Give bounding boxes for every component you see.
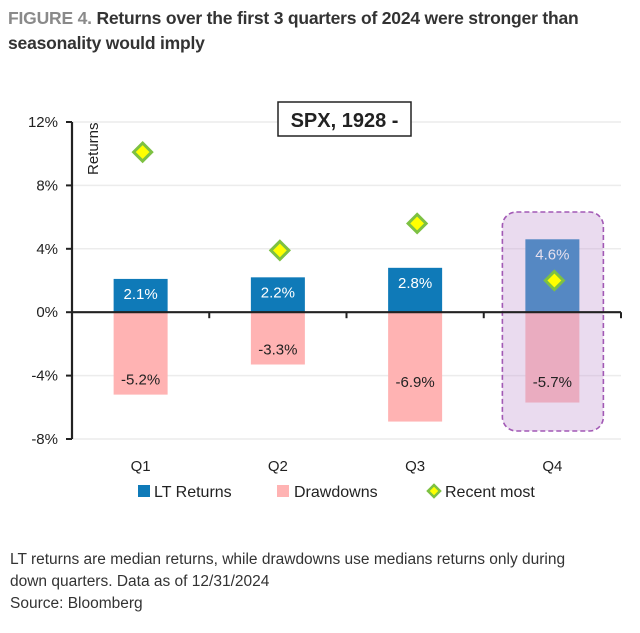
legend-item-drawdowns: Drawdowns (277, 484, 378, 501)
bar-label-lt-returns: 4.6% (535, 246, 569, 263)
bars (113, 239, 580, 422)
highlight-layer (501, 211, 605, 432)
figure-label: FIGURE 4. (8, 8, 92, 28)
chart-notes: LT returns are median returns, while dra… (10, 549, 630, 615)
bar-label-drawdowns: -5.2% (121, 372, 160, 389)
y-tick-label: -8% (31, 431, 58, 448)
bar-lt-returns (250, 277, 305, 313)
bar-drawdowns (250, 312, 305, 365)
y-tick-label: 12% (28, 114, 58, 131)
x-category-label: Q3 (405, 458, 425, 475)
legend-swatch-lt-returns (138, 485, 150, 497)
legend-item-recent-most: Recent most (426, 483, 535, 501)
legend-item-lt-returns: LT Returns (138, 484, 232, 501)
note-line-1: LT returns are median returns, while dra… (10, 551, 566, 568)
chart: 12% 8% 4% 0% -4% -8% Q1 Q2 Q3 Q4 2.1% -5.2% 2.2% -3.… (28, 101, 622, 501)
bar-label-lt-returns: 2.8% (398, 275, 432, 292)
bar-drawdowns (388, 312, 443, 422)
bar-drawdowns (113, 312, 168, 395)
bar-label-drawdowns: -5.7% (533, 374, 572, 391)
bar-drawdowns (525, 312, 580, 403)
x-category-label: Q4 (542, 458, 562, 475)
marker-recent-most (131, 140, 154, 164)
annotation-box: SPX, 1928 - (277, 101, 412, 137)
legend-label-lt-returns: LT Returns (154, 484, 232, 501)
annotation-text: SPX, 1928 - (291, 110, 399, 132)
figure-title: FIGURE 4. Returns over the first 3 quart… (8, 6, 638, 56)
highlight-box-q4 (501, 211, 605, 432)
bar-label-lt-returns: 2.2% (261, 284, 295, 301)
bar-labels: 2.1% -5.2% 2.2% -3.3% 2.8% -6.9% 4.6% -5.7% (121, 246, 572, 391)
figure-title-text: Returns over the first 3 quarters of 202… (8, 8, 579, 53)
bar-label-lt-returns: 2.1% (124, 286, 158, 303)
marker-recent-most (543, 269, 566, 292)
source-note: Source: Bloomberg (10, 595, 143, 612)
y-axis-title: Returns (85, 122, 102, 175)
legend-label-recent-most: Recent most (445, 484, 535, 501)
bar-label-drawdowns: -6.9% (396, 374, 435, 391)
bar-label-drawdowns: -3.3% (258, 342, 297, 359)
legend-label-drawdowns: Drawdowns (294, 484, 378, 501)
bar-lt-returns (113, 278, 168, 313)
x-category-label: Q2 (268, 458, 288, 475)
markers (131, 140, 566, 292)
x-category-label: Q1 (131, 458, 151, 475)
marker-recent-most (268, 239, 291, 262)
y-tick-label: 0% (36, 304, 58, 321)
y-tick-label: 4% (36, 241, 58, 258)
legend: LT Returns Drawdowns Recent most (138, 483, 535, 501)
marker-recent-most (406, 212, 429, 235)
note-line-2: down quarters. Data as of 12/31/2024 (10, 573, 270, 590)
axes: 12% 8% 4% 0% -4% -8% Q1 Q2 Q3 Q4 (28, 114, 622, 475)
legend-diamond-icon (426, 483, 442, 499)
y-tick-label: -4% (31, 368, 58, 385)
y-tick-label: 8% (36, 177, 58, 194)
legend-swatch-drawdowns (277, 485, 289, 497)
bar-lt-returns (388, 267, 443, 313)
